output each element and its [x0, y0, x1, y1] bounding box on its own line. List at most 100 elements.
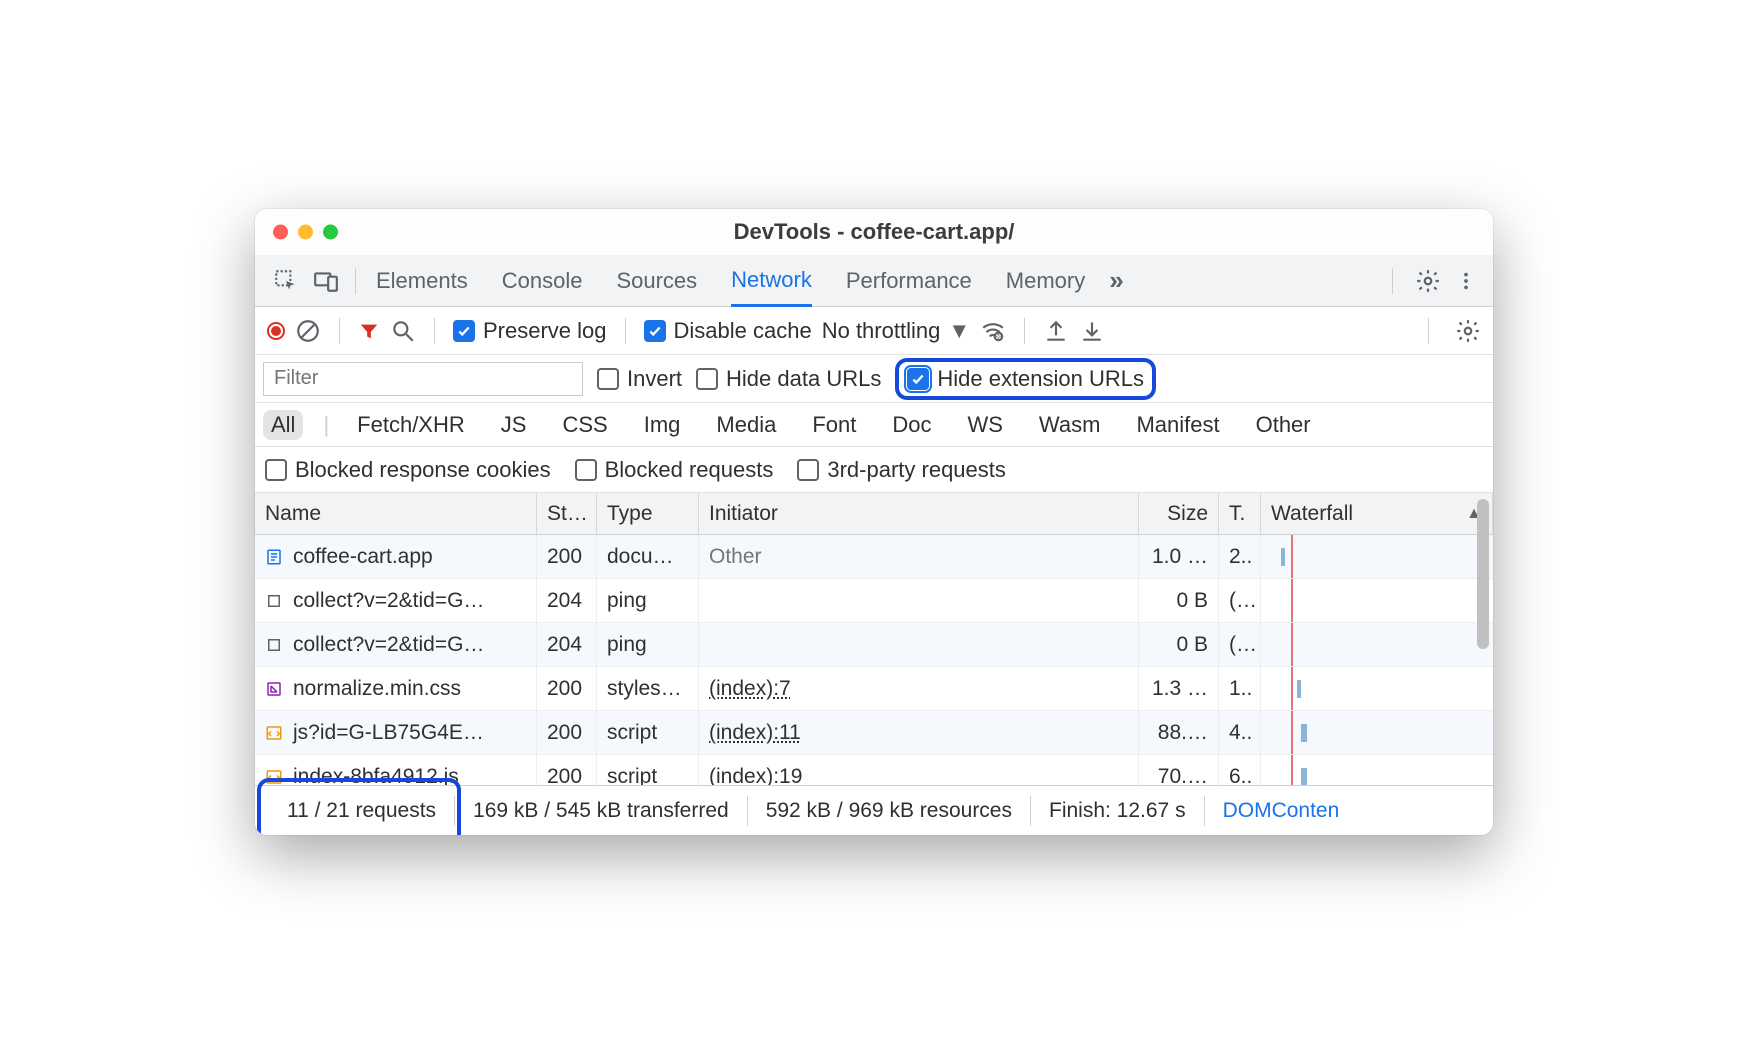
- import-har-icon[interactable]: [1043, 318, 1069, 344]
- type-filter-img[interactable]: Img: [636, 410, 689, 440]
- table-row[interactable]: collect?v=2&tid=G…204ping0 B(…: [255, 623, 1493, 667]
- status-requests: 11 / 21 requests: [269, 796, 455, 826]
- initiator-text: Other: [709, 545, 762, 569]
- third-party-label: 3rd-party requests: [827, 457, 1006, 483]
- tab-memory[interactable]: Memory: [1006, 255, 1085, 307]
- request-initiator: (index):19: [699, 755, 1139, 785]
- zoom-window-button[interactable]: [323, 225, 338, 240]
- type-filter-all[interactable]: All: [263, 410, 303, 440]
- status-transferred: 169 kB / 545 kB transferred: [455, 796, 748, 826]
- close-window-button[interactable]: [273, 225, 288, 240]
- invert-label: Invert: [627, 366, 682, 392]
- disable-cache-checkbox[interactable]: Disable cache: [644, 318, 812, 344]
- type-filter-manifest[interactable]: Manifest: [1128, 410, 1227, 440]
- type-filter-js[interactable]: JS: [493, 410, 535, 440]
- device-toolbar-icon[interactable]: [313, 268, 339, 294]
- tab-console[interactable]: Console: [502, 255, 583, 307]
- table-row[interactable]: index-8bfa4912.js200script(index):1970.……: [255, 755, 1493, 785]
- tab-sources[interactable]: Sources: [616, 255, 697, 307]
- clear-icon[interactable]: [295, 318, 321, 344]
- scrollbar[interactable]: [1477, 499, 1489, 649]
- request-type: ping: [597, 579, 699, 622]
- column-status[interactable]: St…: [537, 493, 597, 534]
- search-icon[interactable]: [390, 318, 416, 344]
- record-button[interactable]: [267, 322, 285, 340]
- table-row[interactable]: collect?v=2&tid=G…204ping0 B(…: [255, 579, 1493, 623]
- file-type-icon: [265, 768, 283, 786]
- blocked-cookies-label: Blocked response cookies: [295, 457, 551, 483]
- network-conditions-icon[interactable]: [980, 318, 1006, 344]
- waterfall-marker: [1291, 535, 1293, 578]
- column-size[interactable]: Size: [1139, 493, 1219, 534]
- filter-input[interactable]: [263, 362, 583, 396]
- checkbox-icon: [597, 368, 619, 390]
- file-type-icon: [265, 548, 283, 566]
- column-initiator[interactable]: Initiator: [699, 493, 1139, 534]
- titlebar: DevTools - coffee-cart.app/: [255, 209, 1493, 255]
- third-party-checkbox[interactable]: 3rd-party requests: [797, 457, 1006, 483]
- checkbox-icon: [453, 320, 475, 342]
- hide-extension-urls-checkbox[interactable]: Hide extension URLs: [907, 366, 1144, 392]
- initiator-link[interactable]: (index):19: [709, 765, 802, 786]
- type-filter-other[interactable]: Other: [1248, 410, 1319, 440]
- blocked-cookies-checkbox[interactable]: Blocked response cookies: [265, 457, 551, 483]
- filter-row: Invert Hide data URLs Hide extension URL…: [255, 355, 1493, 403]
- type-filter-media[interactable]: Media: [708, 410, 784, 440]
- type-filter-css[interactable]: CSS: [554, 410, 615, 440]
- more-tabs-icon[interactable]: »: [1109, 265, 1123, 296]
- table-row[interactable]: normalize.min.css200styles…(index):71.3 …: [255, 667, 1493, 711]
- export-har-icon[interactable]: [1079, 318, 1105, 344]
- settings-icon[interactable]: [1415, 268, 1441, 294]
- request-name: coffee-cart.app: [293, 545, 433, 569]
- type-filter-wasm[interactable]: Wasm: [1031, 410, 1109, 440]
- hide-data-urls-checkbox[interactable]: Hide data URLs: [696, 366, 881, 392]
- request-time: 2..: [1219, 535, 1261, 578]
- table-header: Name St… Type Initiator Size T. Waterfal…: [255, 493, 1493, 535]
- waterfall-marker: [1291, 667, 1293, 710]
- tab-network[interactable]: Network: [731, 255, 812, 307]
- column-time[interactable]: T.: [1219, 493, 1261, 534]
- tab-performance[interactable]: Performance: [846, 255, 972, 307]
- invert-checkbox[interactable]: Invert: [597, 366, 682, 392]
- throttling-select[interactable]: No throttling ▼: [822, 318, 970, 344]
- window-controls: [273, 225, 338, 240]
- divider: |: [323, 412, 329, 438]
- network-toolbar: Preserve log Disable cache No throttling…: [255, 307, 1493, 355]
- initiator-link[interactable]: (index):11: [709, 721, 801, 745]
- request-waterfall: [1261, 535, 1493, 578]
- file-type-icon: [265, 680, 283, 698]
- hide-data-urls-label: Hide data URLs: [726, 366, 881, 392]
- inspect-element-icon[interactable]: [273, 268, 299, 294]
- divider: [339, 318, 340, 344]
- request-size: 1.3 …: [1139, 667, 1219, 710]
- table-row[interactable]: coffee-cart.app200docu…Other1.0 …2..: [255, 535, 1493, 579]
- status-bar: 11 / 21 requests 169 kB / 545 kB transfe…: [255, 785, 1493, 835]
- column-waterfall[interactable]: Waterfall ▲: [1261, 493, 1493, 534]
- initiator-link[interactable]: (index):7: [709, 677, 791, 701]
- table-row[interactable]: js?id=G-LB75G4E…200script(index):1188.…4…: [255, 711, 1493, 755]
- type-filter-font[interactable]: Font: [804, 410, 864, 440]
- waterfall-marker: [1291, 755, 1293, 785]
- filter-icon[interactable]: [358, 320, 380, 342]
- network-settings-icon[interactable]: [1455, 318, 1481, 344]
- minimize-window-button[interactable]: [298, 225, 313, 240]
- type-filter-fetchxhr[interactable]: Fetch/XHR: [349, 410, 473, 440]
- tab-elements[interactable]: Elements: [376, 255, 468, 307]
- column-type[interactable]: Type: [597, 493, 699, 534]
- request-status: 204: [537, 579, 597, 622]
- preserve-log-checkbox[interactable]: Preserve log: [453, 318, 607, 344]
- waterfall-bar: [1301, 768, 1307, 786]
- status-domcontent[interactable]: DOMConten: [1205, 796, 1340, 826]
- more-options-icon[interactable]: [1455, 270, 1477, 292]
- type-filter-doc[interactable]: Doc: [884, 410, 939, 440]
- divider: [1392, 268, 1393, 294]
- divider: [625, 318, 626, 344]
- type-filter-ws[interactable]: WS: [959, 410, 1010, 440]
- resource-type-filters: All | Fetch/XHR JS CSS Img Media Font Doc WS Wasm M…: [255, 403, 1493, 447]
- waterfall-bar: [1297, 680, 1301, 698]
- checkbox-icon: [907, 368, 929, 390]
- request-type: script: [597, 711, 699, 754]
- column-name[interactable]: Name: [255, 493, 537, 534]
- request-status: 200: [537, 535, 597, 578]
- blocked-requests-checkbox[interactable]: Blocked requests: [575, 457, 774, 483]
